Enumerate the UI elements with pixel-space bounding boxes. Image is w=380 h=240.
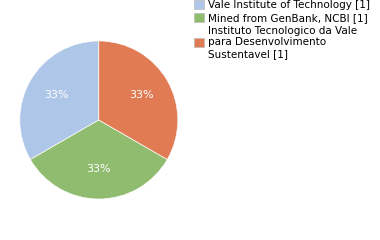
Text: 33%: 33% [44,90,69,101]
Wedge shape [20,41,99,160]
Text: 33%: 33% [129,90,154,101]
Text: 33%: 33% [87,164,111,174]
Wedge shape [30,120,167,199]
Legend: Vale Institute of Technology [1], Mined from GenBank, NCBI [1], Instituto Tecnol: Vale Institute of Technology [1], Mined … [194,0,370,59]
Wedge shape [99,41,178,160]
